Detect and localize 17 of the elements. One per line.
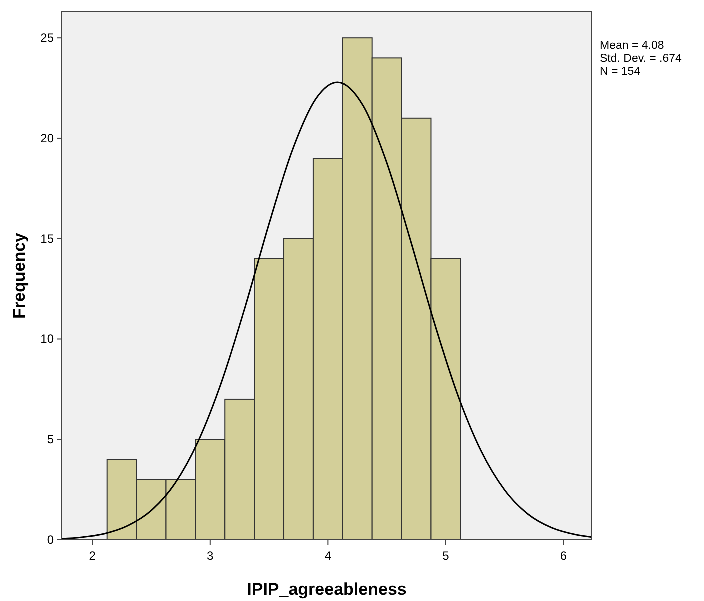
y-tick-label: 20 bbox=[40, 131, 54, 146]
y-tick-label: 0 bbox=[47, 533, 54, 547]
x-tick-label: 6 bbox=[560, 549, 568, 563]
y-tick-label: 10 bbox=[40, 332, 54, 346]
x-tick-label: 2 bbox=[89, 549, 96, 563]
y-tick-label: 25 bbox=[40, 31, 54, 46]
x-axis-title: IPIP_agreeableness bbox=[247, 580, 407, 599]
x-tick-label: 3 bbox=[207, 549, 214, 563]
y-axis-title: Frequency bbox=[10, 232, 29, 319]
y-tick-label: 5 bbox=[47, 432, 54, 447]
text: Mean = 4.08 bbox=[600, 40, 664, 52]
x-tick-label: 4 bbox=[324, 549, 332, 563]
text: Std. Dev. = .674 bbox=[600, 53, 683, 65]
line-series bbox=[62, 82, 592, 540]
y-tick-label: 15 bbox=[40, 232, 54, 246]
x-tick-label: 5 bbox=[442, 549, 450, 563]
text: N = 154 bbox=[600, 66, 642, 78]
